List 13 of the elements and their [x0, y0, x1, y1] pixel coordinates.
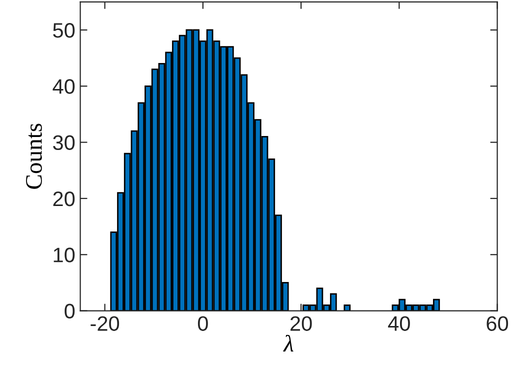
x-axis-title: λ [283, 334, 294, 352]
x-tick-label: -20 [90, 316, 120, 331]
y-tick-label: 10 [54, 248, 75, 262]
y-tick-label: 50 [53, 22, 75, 38]
y-tick-label: 30 [53, 135, 75, 150]
y-tick-label: 40 [52, 79, 75, 94]
y-tick-label: 20 [53, 191, 75, 206]
y-tick-label: 0 [64, 304, 75, 319]
y-axis-title: Counts [26, 124, 42, 189]
x-tick-label: 60 [486, 316, 508, 331]
x-tick-label: 0 [198, 316, 208, 331]
x-tick-label: 40 [388, 316, 410, 331]
x-tick-label: 20 [290, 316, 312, 331]
